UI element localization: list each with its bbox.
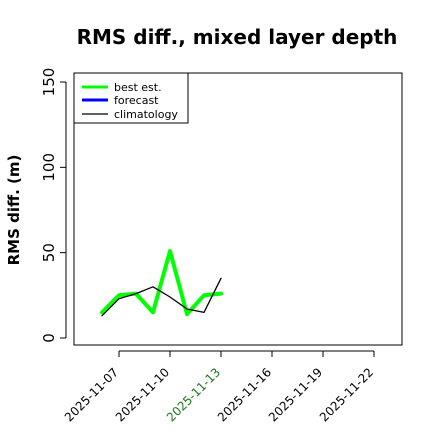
legend-label-climatology: climatology (114, 108, 178, 121)
y-tick-label: 100 (40, 153, 58, 182)
y-tick-label: 0 (40, 333, 58, 343)
series-line-best-est (100, 249, 223, 317)
x-tick-label: 2025-11-10 (113, 365, 172, 424)
y-axis: 0 50 100 150 (40, 68, 67, 343)
x-tick-label: 2025-11-22 (317, 365, 376, 424)
x-tick-label: 2025-11-13 (164, 365, 223, 424)
series-line-climatology (101, 277, 222, 317)
y-tick-label: 50 (40, 243, 58, 262)
y-tick-label: 150 (40, 68, 58, 97)
legend: best est. forecast climatology (73, 72, 189, 124)
legend-label-forecast: forecast (114, 94, 159, 107)
y-axis-label: RMS diff. (m) (5, 155, 23, 266)
legend-box (73, 72, 189, 124)
series-layer (100, 249, 223, 317)
chart-title: RMS diff., mixed layer depth (77, 25, 398, 49)
plot-frame (73, 72, 403, 346)
legend-label-best-est: best est. (114, 81, 162, 94)
x-tick-label: 2025-11-19 (266, 365, 325, 424)
x-tick-label: 2025-11-07 (62, 365, 121, 424)
x-tick-label: 2025-11-16 (215, 365, 274, 424)
x-axis: 2025-11-072025-11-102025-11-132025-11-16… (62, 350, 376, 424)
